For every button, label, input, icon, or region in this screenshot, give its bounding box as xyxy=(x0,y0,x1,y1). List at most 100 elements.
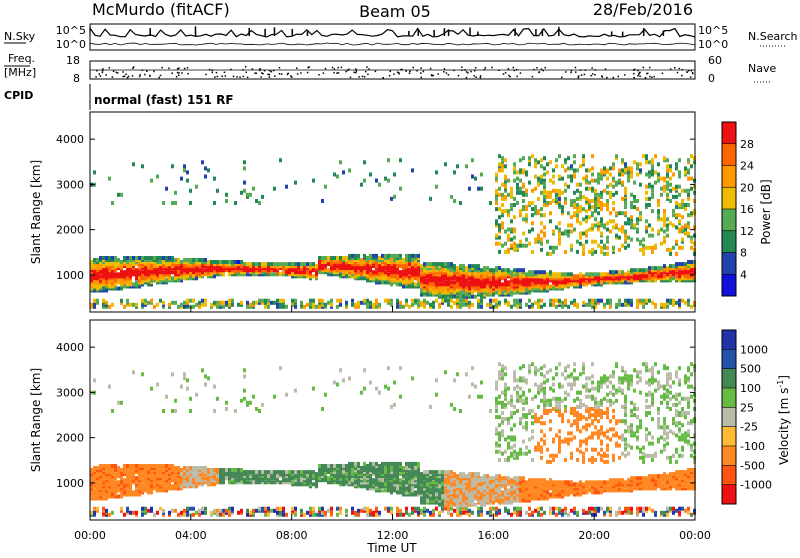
power-cell xyxy=(600,168,603,172)
colorbar-swatch xyxy=(722,274,736,296)
power-cell xyxy=(249,262,252,266)
power-cell xyxy=(660,242,663,246)
power-cell xyxy=(240,191,243,195)
power-cell xyxy=(669,189,672,193)
velocity-cell xyxy=(309,507,312,511)
power-cell xyxy=(609,191,612,195)
power-cell xyxy=(624,168,627,172)
power-cell xyxy=(195,266,198,270)
power-cell xyxy=(501,168,504,172)
beam-title: Beam 05 xyxy=(359,2,431,21)
velocity-cell xyxy=(339,507,342,511)
power-cell xyxy=(639,240,642,244)
power-cell xyxy=(261,299,264,303)
power-cell xyxy=(621,158,624,162)
power-cell xyxy=(390,299,393,303)
power-cell xyxy=(630,201,633,205)
velocity-cell xyxy=(123,464,126,468)
power-cell xyxy=(672,187,675,191)
power-cell xyxy=(588,303,591,307)
power-cell xyxy=(492,299,495,303)
power-cell xyxy=(363,276,366,280)
power-cell xyxy=(465,299,468,303)
velocity-cell xyxy=(225,401,228,405)
power-cell xyxy=(495,299,498,303)
power-cell xyxy=(348,168,351,172)
freq-dot xyxy=(382,77,384,79)
freq-dot xyxy=(389,75,391,77)
power-cell xyxy=(531,289,534,293)
velocity-cell xyxy=(318,507,321,511)
power-cell xyxy=(630,221,633,225)
power-cell xyxy=(612,201,615,205)
power-cell xyxy=(429,262,432,266)
power-cell xyxy=(516,183,519,187)
power-cell xyxy=(138,256,141,260)
velocity-cell xyxy=(213,385,216,389)
power-cell xyxy=(543,156,546,160)
power-cell xyxy=(111,256,114,260)
freq-label-1: Freq. xyxy=(8,52,35,65)
power-cell xyxy=(531,228,534,232)
velocity-cell xyxy=(432,490,435,494)
power-cell xyxy=(387,254,390,258)
velocity-cell xyxy=(330,507,333,511)
power-cell xyxy=(528,299,531,303)
velocity-cell xyxy=(258,409,261,413)
velocity-cell xyxy=(216,468,219,472)
power-cell xyxy=(579,209,582,213)
power-cell xyxy=(258,299,261,303)
freq-dot xyxy=(176,76,178,78)
power-cell xyxy=(690,305,693,309)
power-cell xyxy=(141,256,144,260)
velocity-cell xyxy=(444,488,447,492)
power-cell xyxy=(180,177,183,181)
power-cell xyxy=(591,173,594,177)
power-cell xyxy=(669,299,672,303)
velocity-cell xyxy=(183,372,186,376)
velocity-cell xyxy=(393,472,396,476)
power-cell xyxy=(429,303,432,307)
nsky-tick-bottom: 10^0 xyxy=(56,38,86,51)
power-cell xyxy=(174,258,177,262)
power-cell xyxy=(687,177,690,181)
velocity-cell xyxy=(327,509,330,513)
velocity-cell xyxy=(252,395,255,399)
power-cell xyxy=(678,299,681,303)
power-cell xyxy=(486,266,489,270)
velocity-cell xyxy=(183,509,186,513)
velocity-cell xyxy=(93,488,96,492)
velocity-cell xyxy=(249,511,252,515)
velocity-cell xyxy=(237,511,240,515)
power-cell xyxy=(489,201,492,205)
power-cell xyxy=(663,213,666,217)
velocity-cell xyxy=(108,385,111,389)
velocity-cell xyxy=(216,513,219,517)
power-cell xyxy=(579,232,582,236)
power-cell xyxy=(522,205,525,209)
power-cell xyxy=(252,266,255,270)
power-cell xyxy=(678,193,681,197)
velocity-cell xyxy=(294,513,297,517)
power-cell xyxy=(120,260,123,264)
power-cell xyxy=(225,193,228,197)
power-cell xyxy=(597,272,600,276)
power-cell xyxy=(135,280,138,284)
power-cell xyxy=(558,221,561,225)
power-cell xyxy=(612,162,615,166)
power-cell xyxy=(549,270,552,274)
power-cell xyxy=(612,193,615,197)
freq-dot xyxy=(124,76,126,78)
power-cell xyxy=(657,203,660,207)
freq-dot xyxy=(102,72,104,74)
velocity-cell xyxy=(405,511,408,515)
power-cell xyxy=(651,234,654,238)
velocity-cell xyxy=(183,376,186,380)
power-cell xyxy=(516,177,519,181)
power-cell xyxy=(246,305,249,309)
power-cell xyxy=(180,260,183,264)
power-cell xyxy=(606,168,609,172)
velocity-cell xyxy=(210,511,213,515)
velocity-cell xyxy=(309,470,312,474)
power-cell xyxy=(600,223,603,227)
